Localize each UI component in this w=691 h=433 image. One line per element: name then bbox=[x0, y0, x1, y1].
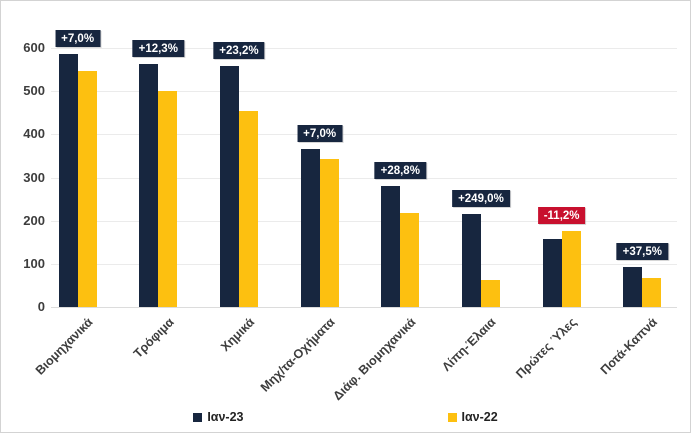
legend-swatch-ian-22-icon bbox=[447, 412, 457, 422]
category-label-text: Ποτά-Καπνά bbox=[597, 315, 661, 378]
bar-series-1 bbox=[623, 266, 643, 307]
gridline bbox=[51, 263, 677, 265]
gridline bbox=[51, 220, 677, 222]
change-label: +7,0% bbox=[55, 30, 101, 48]
change-label: +37,5% bbox=[616, 242, 668, 260]
bar-series-2 bbox=[158, 91, 178, 307]
change-label: -11,2% bbox=[537, 206, 586, 224]
gridline bbox=[51, 48, 677, 49]
bar-series-2 bbox=[77, 70, 97, 307]
bar-series-2 bbox=[400, 212, 420, 307]
y-axis-tick-label: 300 bbox=[23, 169, 45, 185]
legend-item-ian-22: Ιαν-22 bbox=[447, 410, 498, 424]
bar-series-2 bbox=[561, 230, 581, 307]
category-label-text: Τρόφιμα bbox=[130, 315, 177, 361]
category-label-text: Μηχ/τα-Οχήματα bbox=[257, 315, 338, 395]
bar-series-1 bbox=[58, 54, 78, 307]
bar-series-2 bbox=[480, 280, 500, 307]
category-label-text: Πρώτες Ύλες bbox=[513, 315, 580, 382]
gridline bbox=[51, 177, 677, 179]
gridline bbox=[51, 134, 677, 136]
change-label: +28,8% bbox=[374, 161, 426, 179]
legend-label-ian-22: Ιαν-22 bbox=[461, 410, 498, 424]
bar-series-1 bbox=[461, 213, 481, 307]
x-axis-line bbox=[51, 307, 677, 308]
change-label: +12,3% bbox=[132, 40, 184, 58]
y-axis-tick-label: 400 bbox=[23, 126, 45, 142]
y-axis-tick-label: 100 bbox=[23, 255, 45, 271]
y-axis-tick-label: 200 bbox=[23, 212, 45, 228]
y-axis-tick-label: 500 bbox=[23, 83, 45, 99]
bar-series-1 bbox=[219, 66, 239, 307]
category-label-text: Χημικά bbox=[217, 315, 257, 355]
y-axis-tick-label: 600 bbox=[23, 40, 45, 55]
legend-label-ian-23: Ιαν-23 bbox=[207, 410, 244, 424]
y-axis-tick-label: 0 bbox=[37, 299, 45, 314]
change-label: +7,0% bbox=[297, 125, 343, 142]
bar-series-2 bbox=[319, 159, 339, 307]
category-label-text: Λίπη-Έλαια bbox=[439, 315, 499, 375]
bar-series-1 bbox=[300, 149, 320, 307]
legend: Ιαν-23 Ιαν-22 bbox=[1, 410, 690, 424]
change-label: +23,2% bbox=[213, 42, 265, 60]
bar-series-1 bbox=[139, 64, 159, 307]
legend-item-ian-23: Ιαν-23 bbox=[193, 410, 244, 424]
bar-series-1 bbox=[542, 239, 562, 307]
bar-series-2 bbox=[238, 111, 258, 307]
gridline bbox=[51, 91, 677, 93]
legend-swatch-ian-23-icon bbox=[193, 412, 203, 422]
category-label-text: Βιομηχανικά bbox=[32, 315, 96, 378]
bar-series-2 bbox=[642, 278, 662, 307]
bar-series-1 bbox=[381, 185, 401, 307]
change-label: +249,0% bbox=[452, 189, 510, 207]
category-label-text: Διάφ. Βιομηχανικά bbox=[330, 315, 419, 404]
